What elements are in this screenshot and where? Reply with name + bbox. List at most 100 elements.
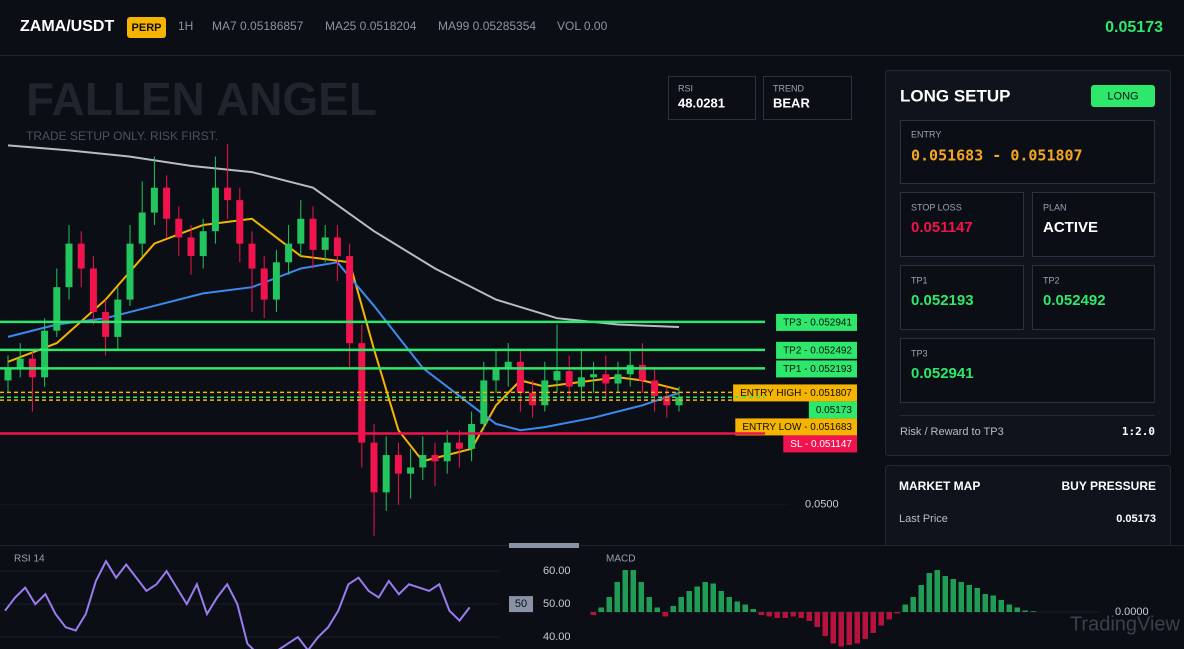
indicator: MA7 0.05186857	[212, 19, 304, 33]
macd-bar	[686, 591, 692, 612]
last-price: 0.05173	[1105, 19, 1163, 36]
macd-bar	[758, 611, 764, 615]
candle-body	[211, 187, 219, 232]
macd-bar	[974, 588, 980, 612]
candle-body	[358, 343, 366, 443]
macd-bar	[998, 599, 1004, 612]
rr-label: Risk / Reward to TP3	[900, 426, 1004, 438]
candle-body	[248, 243, 256, 269]
setup-title: LONG SETUP	[900, 86, 1011, 105]
market-title: MARKET MAP	[899, 479, 980, 493]
macd-bar	[766, 611, 772, 617]
level-label-bg	[735, 418, 857, 436]
candle-body	[175, 218, 183, 238]
bottom-panels	[0, 545, 1184, 649]
macd-bar	[814, 611, 820, 627]
macd-bar	[630, 570, 636, 612]
stat-box	[763, 76, 852, 120]
macd-bar	[902, 604, 908, 612]
card-label: ENTRY	[911, 129, 941, 139]
candle-body	[199, 231, 207, 257]
level-label: 0.05173	[816, 405, 853, 416]
candle-body	[541, 380, 549, 406]
candle-body	[89, 268, 97, 313]
macd-bar	[942, 576, 948, 612]
macd-bar	[918, 585, 924, 612]
card	[900, 192, 1024, 257]
macd-bar	[734, 601, 740, 612]
macd-bar	[830, 611, 836, 644]
macd-bar	[894, 611, 900, 614]
macd-bar	[790, 611, 796, 617]
candle-body	[16, 358, 24, 368]
entry-card	[900, 120, 1155, 184]
candle-body	[614, 374, 622, 384]
macd-bar	[958, 582, 964, 612]
candle-body	[504, 361, 512, 368]
candle-body	[516, 361, 524, 393]
candle-body	[638, 364, 646, 381]
macd-bar	[926, 573, 932, 612]
candle-body	[455, 442, 463, 449]
watermark-logo: TradingView	[1070, 613, 1181, 635]
macd-bar	[982, 594, 988, 612]
candle-body	[346, 256, 354, 344]
candle-body	[53, 287, 61, 331]
card	[900, 338, 1155, 403]
timeframe[interactable]: 1H	[178, 19, 193, 33]
candle-body	[419, 455, 427, 468]
candle-body	[577, 377, 585, 387]
candle-body	[150, 187, 158, 213]
macd-bar	[662, 611, 668, 617]
macd-bar	[846, 611, 852, 645]
candle-body	[565, 371, 573, 387]
candle-body	[553, 371, 561, 381]
level-label: TP3 - 0.052941	[783, 318, 852, 329]
candle-body	[394, 455, 402, 474]
candle-body	[321, 237, 329, 250]
candle-body	[4, 367, 12, 381]
candle-body	[224, 187, 232, 201]
macd-bar	[590, 611, 596, 615]
candle-body	[443, 442, 451, 462]
candle-body	[407, 467, 415, 474]
candle-body	[675, 397, 683, 406]
stat-value: BEAR	[773, 95, 810, 110]
macd-bar	[750, 608, 756, 612]
candle-body	[41, 330, 49, 378]
card	[900, 265, 1024, 330]
macd-bar	[1006, 604, 1012, 612]
candle-body	[285, 243, 293, 263]
candle-body	[163, 187, 171, 219]
macd-bar	[950, 579, 956, 612]
y-tick-label: 50.00	[543, 598, 571, 610]
level-label-bg	[808, 401, 857, 419]
macd-bar	[822, 611, 828, 636]
rsi-panel: 60.00 50.00 40.00 50	[0, 559, 571, 649]
macd-bar	[622, 570, 628, 612]
scroll-handle[interactable]	[509, 543, 579, 548]
macd-bar	[710, 583, 716, 612]
macd-bar	[606, 597, 612, 612]
macd-bar	[854, 611, 860, 644]
candle-body	[370, 442, 378, 493]
card-value: 0.051147	[911, 219, 973, 236]
level-label: ENTRY LOW - 0.051683	[742, 422, 852, 433]
macd-bar	[806, 611, 812, 621]
macd-bar	[678, 597, 684, 612]
candle-body	[651, 380, 659, 396]
macd-bar	[870, 611, 876, 633]
ma-line	[7, 261, 680, 432]
y-tick-label: 40.00	[543, 631, 571, 643]
candle-body	[602, 374, 610, 384]
macd-bar	[598, 607, 604, 612]
candle-body	[480, 380, 488, 424]
candle-body	[236, 200, 244, 244]
macd-bar	[798, 611, 804, 618]
card	[1032, 192, 1155, 257]
levels: TP3 - 0.052941 TP2 - 0.052492 TP1 - 0.0521…	[0, 313, 857, 453]
candle-body	[309, 218, 317, 250]
indicator: MA25 0.0518204	[325, 19, 417, 33]
candle-body	[138, 212, 146, 244]
